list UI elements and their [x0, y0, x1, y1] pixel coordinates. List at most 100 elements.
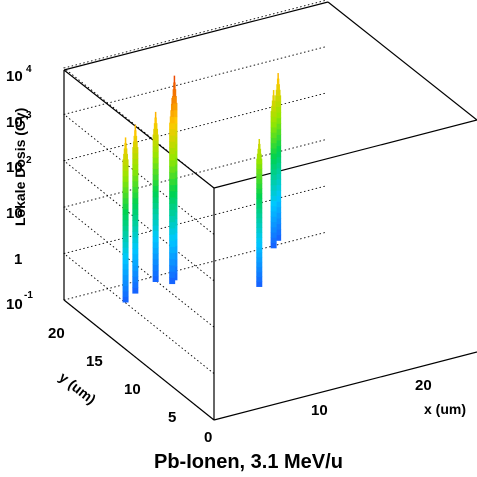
z-tick-label: 10 [6, 205, 23, 222]
peak-segment [122, 236, 129, 243]
peak-segment [122, 192, 129, 199]
peak-segment [169, 184, 176, 192]
peak-segment [152, 275, 159, 282]
peak-segment [132, 259, 139, 266]
y-tick-label: 0 [204, 429, 212, 446]
peak-segment [256, 276, 263, 283]
peak-segment [122, 230, 129, 237]
peak-segment [132, 152, 139, 159]
peak-segment [275, 156, 282, 163]
peak-segment [152, 202, 159, 209]
peak-segment [256, 202, 263, 209]
peak-segment [169, 221, 176, 229]
peak-segment [270, 163, 277, 170]
peak-segment [169, 122, 176, 130]
peak-segment [170, 104, 174, 111]
peak-segment [275, 100, 282, 108]
peak-segment [169, 190, 176, 198]
peak-segment [276, 78, 280, 85]
peak-segment [152, 174, 159, 181]
peak-segment [152, 157, 159, 164]
peak-segment [122, 214, 129, 221]
peak-segment [275, 95, 282, 102]
peak-segment [169, 196, 176, 204]
peak-segment [132, 197, 139, 204]
peak-segment [275, 212, 282, 219]
peak-segment [256, 232, 263, 238]
peak-segment [270, 153, 277, 159]
peak-segment [256, 163, 263, 170]
peak-segment [169, 264, 176, 272]
peak-segment [256, 193, 263, 199]
peak-segment [132, 180, 139, 187]
peak-segment [122, 290, 129, 297]
peak-segment [275, 167, 282, 174]
peak-segment [272, 95, 275, 102]
peak-segment [132, 225, 139, 232]
peak-segment [258, 138, 261, 145]
peak-segment [275, 145, 282, 152]
peak-segment [132, 281, 139, 288]
peak-segment [152, 162, 159, 169]
peak-segment [270, 168, 277, 175]
peak-segment [275, 151, 282, 158]
peak-segment [132, 264, 139, 272]
peak-segment [152, 179, 159, 186]
peak-segment [256, 256, 263, 263]
peak-segment [270, 205, 277, 212]
peak-segment [122, 208, 129, 215]
peak-segment [152, 134, 159, 141]
peak-segment [275, 217, 282, 225]
peak-segment [132, 147, 139, 154]
peak-segment [169, 165, 176, 173]
peak-segment [171, 97, 173, 105]
grid-line [63, 45, 328, 235]
peak-segment [169, 227, 176, 235]
peak-segment [258, 143, 261, 150]
peak-segment [122, 175, 129, 182]
peak-segment [152, 264, 159, 271]
peak-segment [169, 153, 176, 161]
x-axis-ticks: 10 20 [311, 377, 432, 419]
x-tick-label: 10 [311, 402, 328, 419]
peak-segment [171, 109, 178, 118]
peak-segment [169, 271, 176, 278]
x-axis-title: x (um) [424, 401, 466, 417]
peak-segment [152, 270, 159, 277]
chart-title: Pb-Ionen, 3.1 MeV/u [154, 451, 343, 473]
peak-segment [152, 247, 159, 254]
peak-segment [132, 203, 139, 210]
grid-line [63, 92, 328, 282]
peak-segment [275, 223, 282, 230]
peak-segment [132, 158, 139, 165]
peak-segment [122, 159, 129, 166]
peak-segment [132, 231, 139, 238]
dose-peak [122, 137, 129, 303]
peak-segment [153, 123, 158, 130]
peak-segment [275, 112, 282, 119]
z-tick-label: 10 [6, 114, 23, 131]
y-tick-label: 5 [168, 409, 176, 426]
peak-segment [275, 117, 282, 124]
peak-segment [169, 240, 176, 247]
peak-segment [122, 263, 129, 270]
peak-segment [256, 261, 263, 268]
peak-segment [152, 196, 159, 203]
peak-segment [122, 252, 129, 259]
z-tick-label: 10 [6, 68, 23, 85]
peak-segment [122, 186, 129, 193]
peak-segment [132, 214, 139, 221]
peak-segment [152, 140, 159, 147]
peak-segment [270, 216, 277, 223]
peak-segment [275, 234, 282, 241]
y-axis-ticks: 20 15 10 5 0 [48, 325, 212, 446]
peak-segment [169, 246, 176, 254]
peak-segment [275, 128, 282, 135]
grid-line [63, 185, 328, 374]
peak-segment [152, 213, 159, 220]
peak-segment [275, 123, 282, 130]
peak-segment [173, 75, 176, 84]
peak-segment [270, 158, 277, 165]
peak-segment [122, 247, 129, 254]
peak-segment [152, 241, 159, 249]
